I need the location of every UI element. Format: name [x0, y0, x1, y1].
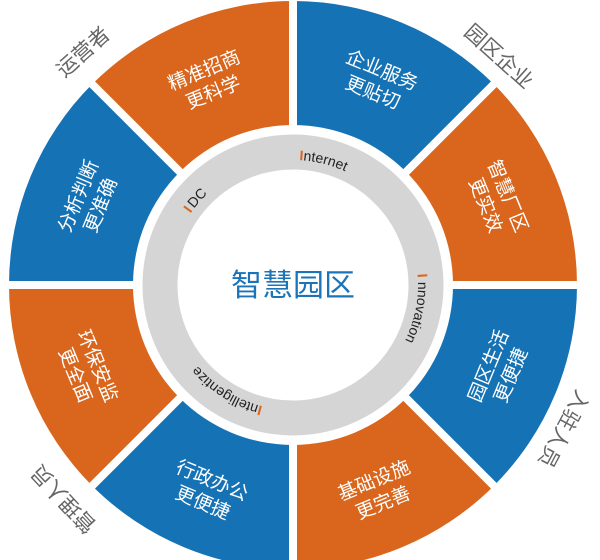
segment-dividers	[4, 0, 582, 560]
gray-ring	[142, 134, 444, 436]
center-title: 智慧园区	[231, 268, 355, 304]
segment-divider	[399, 391, 501, 493]
segment-divider	[85, 77, 187, 179]
segment-divider	[85, 391, 187, 493]
segment-divider	[399, 77, 501, 179]
